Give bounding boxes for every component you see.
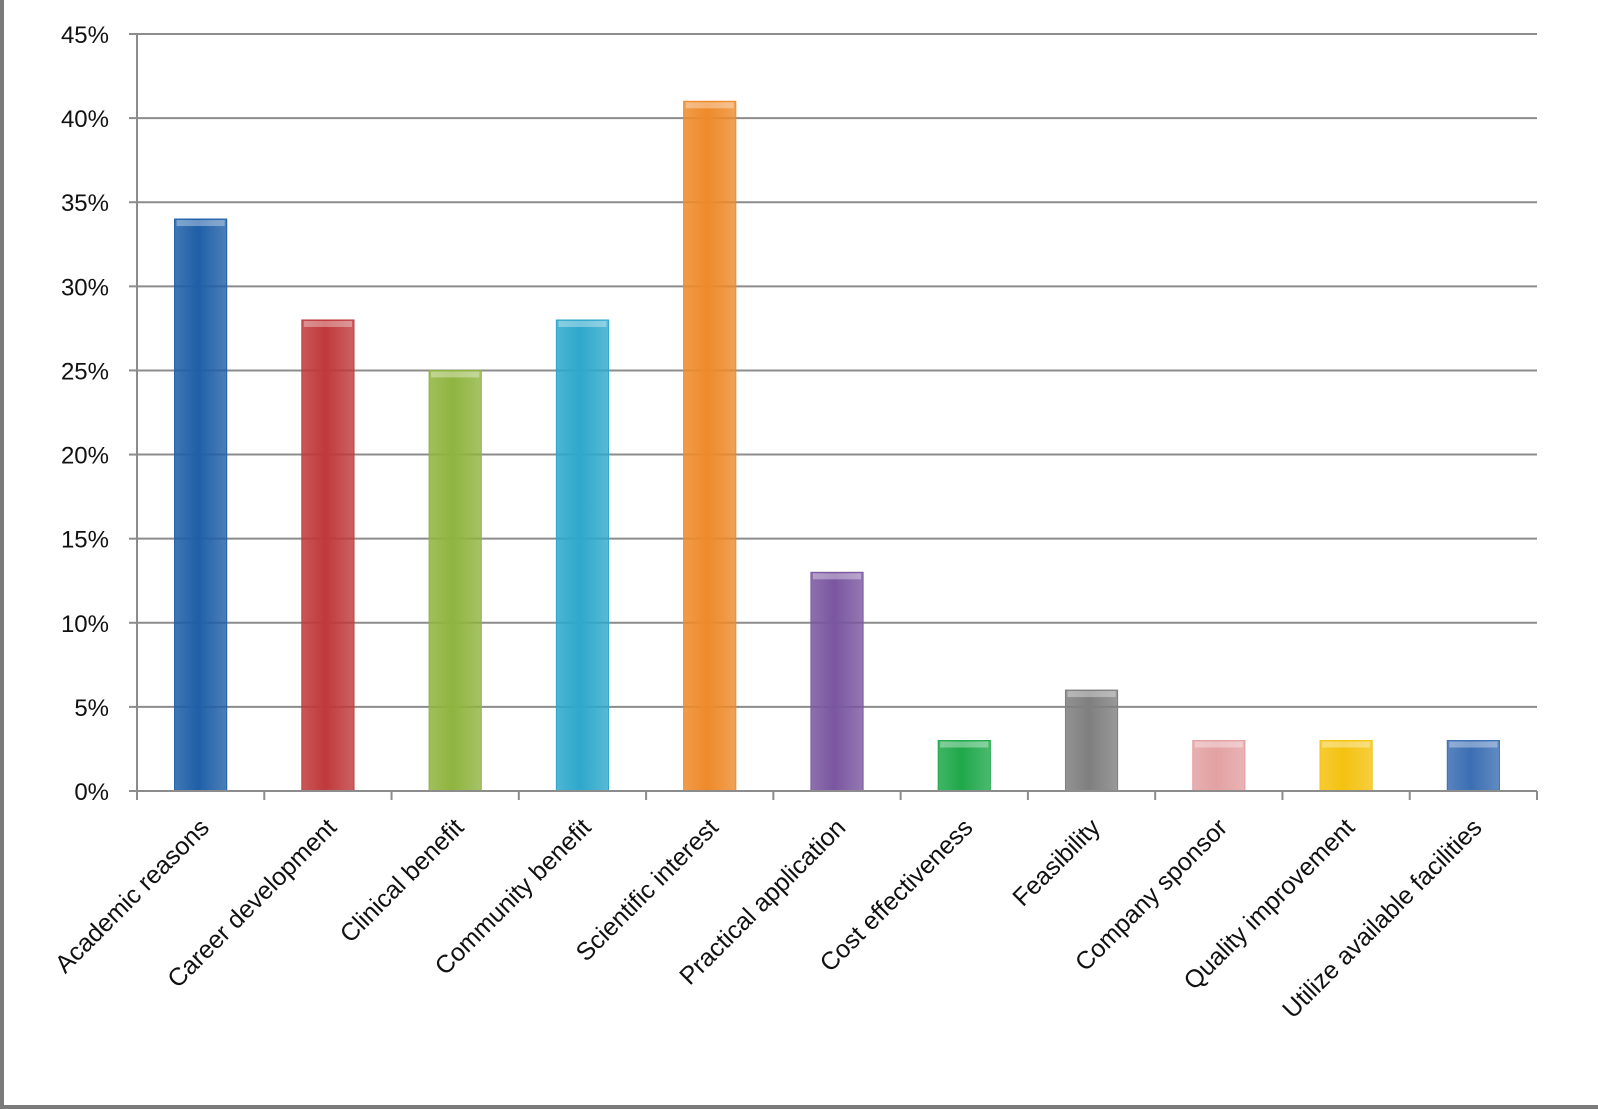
bar-highlight — [558, 320, 607, 327]
y-tick-label: 5% — [74, 695, 109, 722]
y-tick-label: 20% — [61, 443, 109, 470]
bar-highlight — [1322, 741, 1371, 748]
y-tick-label: 35% — [61, 190, 109, 217]
y-tick-label: 10% — [61, 611, 109, 638]
bar-highlight — [1449, 741, 1498, 748]
x-tick-label: Clinical benefit — [335, 813, 470, 948]
bar — [1446, 740, 1500, 792]
bar — [1192, 740, 1246, 792]
bar-highlight — [685, 102, 734, 109]
bar — [937, 740, 991, 792]
bar — [428, 369, 482, 792]
bar-highlight — [1194, 741, 1243, 748]
bar-highlight — [812, 573, 862, 580]
y-axis: 0% 5% 10% 15% 20% 25% 30% 35% 40% 45% — [61, 22, 138, 806]
bar — [301, 319, 355, 792]
bar-highlight — [176, 220, 225, 227]
bar — [174, 218, 228, 792]
y-tick-label: 0% — [74, 779, 109, 806]
y-tick-label: 30% — [61, 274, 109, 301]
bar — [683, 100, 737, 792]
bar — [1064, 689, 1119, 792]
bar — [555, 319, 610, 792]
bar — [1319, 740, 1373, 792]
y-tick-label: 45% — [61, 22, 109, 49]
bar-highlight — [940, 741, 989, 748]
bar-highlight — [1067, 691, 1116, 698]
bars — [174, 100, 1500, 792]
y-tick-label: 40% — [61, 106, 109, 133]
y-tick-label: 15% — [61, 527, 109, 554]
bar-highlight — [431, 371, 480, 378]
x-tick-label: Feasibility — [1007, 813, 1106, 912]
bar — [810, 571, 864, 792]
y-tick-label: 25% — [61, 358, 109, 385]
bar-highlight — [303, 320, 352, 327]
